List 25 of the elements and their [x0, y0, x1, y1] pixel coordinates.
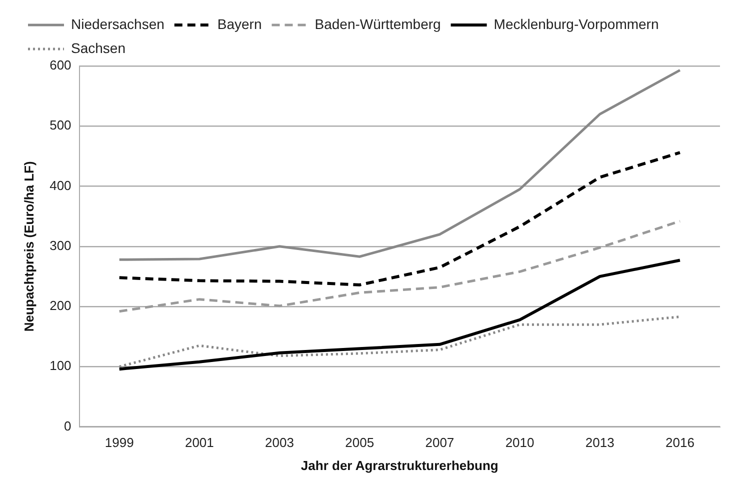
y-tick-label: 600	[50, 58, 72, 73]
x-tick-label: 2013	[585, 435, 614, 450]
legend-label: Baden-Württemberg	[314, 16, 441, 32]
y-tick-label: 400	[50, 178, 72, 193]
y-tick-label: 200	[50, 298, 72, 314]
x-tick-label: 2001	[184, 435, 214, 450]
line-series	[118, 151, 682, 286]
x-tick-label: 2007	[425, 435, 454, 450]
x-axis-title: Jahr der Agrarstrukturerhebung	[300, 458, 498, 473]
legend-label: Sachsen	[71, 40, 126, 56]
y-tick-label: 500	[50, 118, 72, 133]
x-tick-label: 2003	[265, 435, 294, 450]
y-tick-label: 100	[50, 358, 72, 374]
x-tick-label: 2005	[345, 435, 374, 450]
y-tick-label: 0	[64, 418, 72, 434]
legend-label: Niedersachsen	[71, 16, 164, 32]
y-tick-label: 300	[50, 238, 72, 253]
x-tick-label: 2016	[665, 435, 694, 450]
line-series	[118, 316, 682, 368]
legend-label: Mecklenburg-Vorpommern	[494, 16, 659, 32]
y-axis-title: Neupachtpreis (Euro/ha LF)	[21, 161, 36, 332]
line-series	[118, 220, 682, 313]
x-tick-label: 2010	[505, 435, 534, 450]
x-tick-label: 1999	[104, 435, 134, 450]
legend-label: Bayern	[217, 16, 262, 32]
